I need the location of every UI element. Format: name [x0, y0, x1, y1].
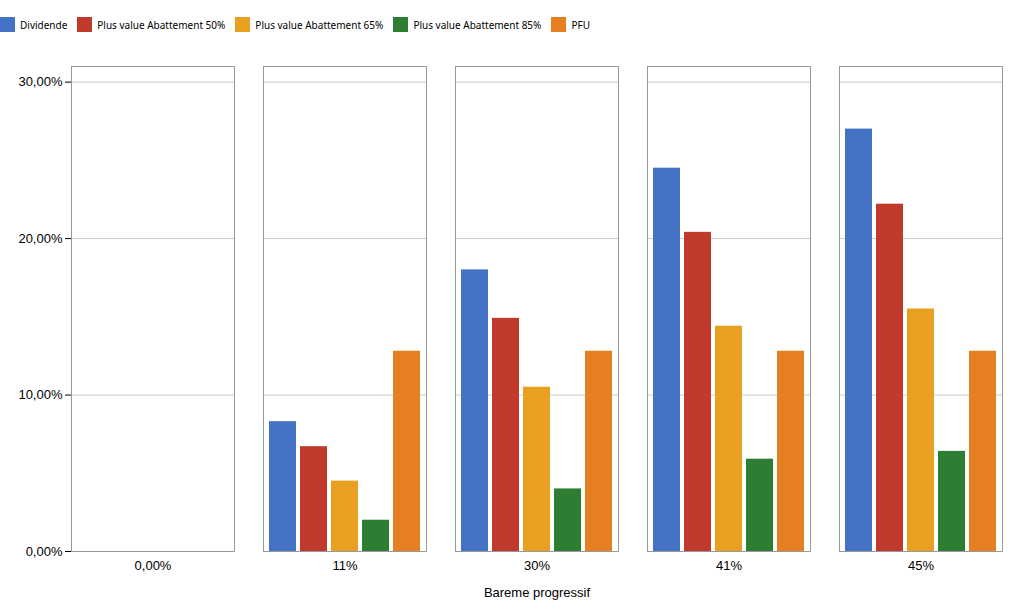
svg-text:20,00%: 20,00% — [18, 231, 63, 246]
html-text:Dividende: Dividende — [20, 17, 68, 32]
svg-text:30,00%: 30,00% — [18, 74, 63, 89]
html-text:Plus value Abattement 65%: Plus value Abattement 65% — [255, 17, 384, 32]
html-text:Plus value Abattement 85%: Plus value Abattement 85% — [413, 17, 542, 32]
svg-text:45%: 45% — [908, 558, 934, 573]
svg-text:11%: 11% — [332, 558, 357, 573]
svg-text:Bareme progressif: Bareme progressif — [484, 585, 591, 600]
svg-text:0,00%: 0,00% — [135, 558, 172, 573]
svg-text:0,00%: 0,00% — [26, 544, 63, 559]
svg-text:41%: 41% — [716, 558, 742, 573]
html-text:PFU: PFU — [571, 17, 590, 32]
svg-text:30%: 30% — [524, 558, 550, 573]
svg-text:10,00%: 10,00% — [18, 387, 63, 402]
html-text:Plus value Abattement 50%: Plus value Abattement 50% — [97, 17, 226, 32]
